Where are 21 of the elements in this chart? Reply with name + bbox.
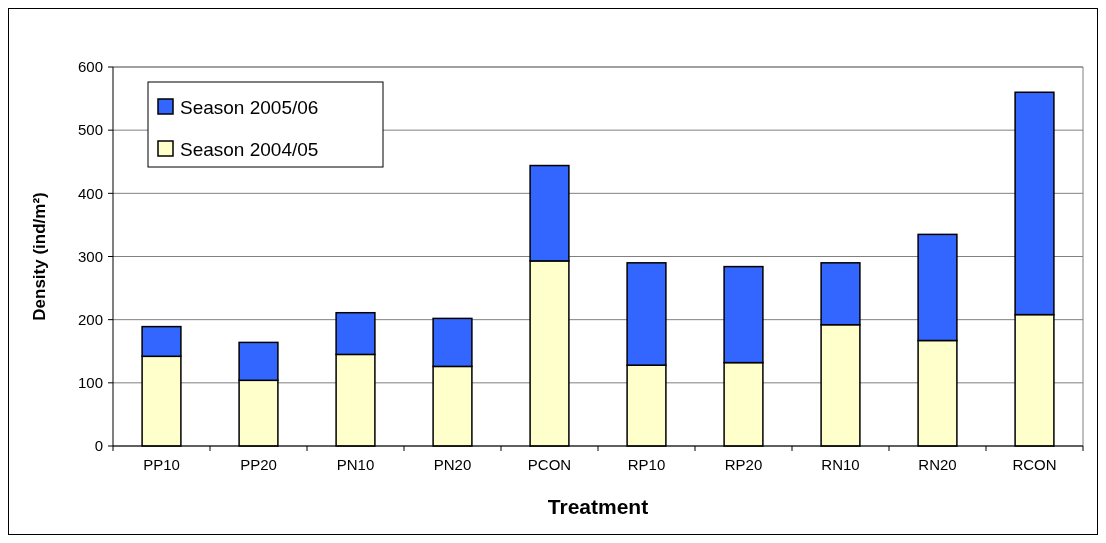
legend-label: Season 2004/05 (180, 138, 319, 160)
y-axis-title: Density (ind/m²) (30, 192, 49, 321)
x-tick-label: RCON (1012, 456, 1057, 473)
y-tick-label: 400 (77, 184, 103, 202)
y-tick-label: 500 (77, 121, 103, 139)
y-tick-label: 600 (77, 58, 103, 76)
x-tick-label: PN20 (433, 456, 472, 473)
y-tick-label: 100 (77, 374, 103, 392)
x-tick-label: PP20 (240, 456, 277, 473)
x-tick-label: RP20 (724, 456, 763, 473)
x-axis-title: Treatment (547, 495, 649, 518)
y-tick-label: 200 (77, 310, 103, 328)
x-tick-label: RN10 (821, 456, 860, 473)
x-tick-label: PN10 (336, 456, 375, 473)
y-tick-label: 0 (94, 437, 103, 455)
y-tick-label: 300 (77, 247, 103, 265)
x-tick-label: PCON (527, 456, 572, 473)
x-tick-label: RP10 (627, 456, 666, 473)
x-tick-label: PP10 (143, 456, 180, 473)
legend-label: Season 2005/06 (180, 96, 319, 118)
x-tick-label: RN20 (918, 456, 957, 473)
